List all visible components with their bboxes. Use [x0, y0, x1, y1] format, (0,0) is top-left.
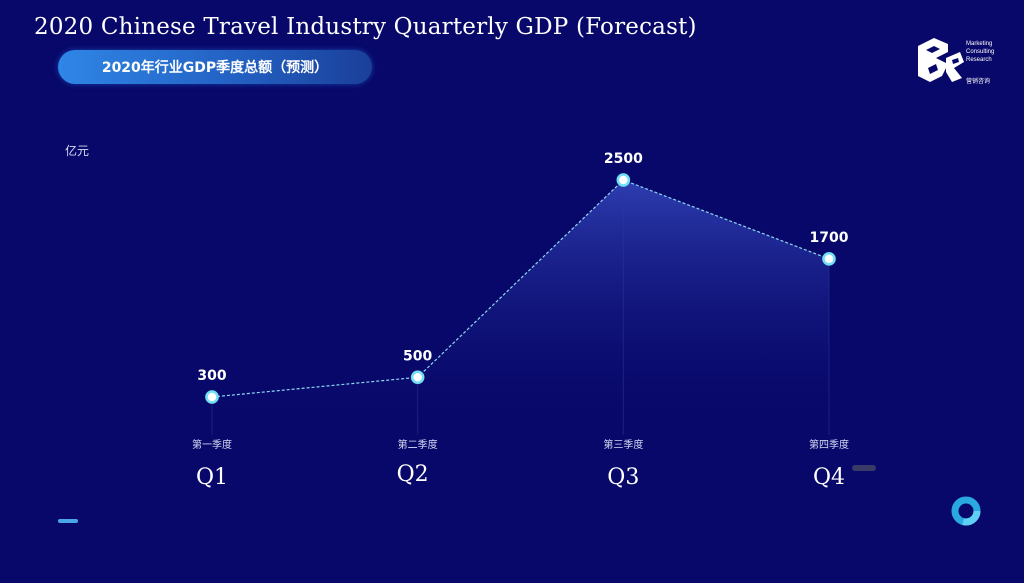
mcr-logo-icon — [918, 38, 964, 82]
data-label-4: 1700 — [810, 230, 849, 246]
decorative-dash — [58, 519, 78, 523]
data-point-4 — [822, 252, 836, 266]
quarter-label-2: Q2 — [397, 462, 429, 487]
data-label-1: 300 — [197, 368, 226, 384]
data-point-1 — [205, 390, 219, 404]
logo-line-3: Research — [966, 57, 992, 63]
x-tick-label-2: 第二季度 — [398, 438, 438, 451]
logo-line-2: Consulting — [966, 49, 995, 55]
subtitle-text: 2020年行业GDP季度总额（预测） — [101, 60, 329, 76]
series-line — [211, 179, 830, 398]
quarter-label-3: Q3 — [607, 465, 639, 490]
x-tick-label-1: 第一季度 — [192, 438, 232, 451]
area-fill — [212, 180, 829, 435]
data-label-2: 500 — [403, 348, 432, 364]
data-label-3: 2500 — [604, 151, 643, 167]
decorative-bar — [852, 465, 876, 471]
quarter-label-4: Q4 — [813, 465, 845, 490]
data-point-2 — [410, 370, 425, 385]
subtitle-badge: 2020年行业GDP季度总额（预测） — [58, 50, 372, 84]
ring-icon — [951, 496, 981, 526]
chart-title: 2020 Chinese Travel Industry Quarterly G… — [34, 14, 697, 40]
x-tick-label-3: 第三季度 — [603, 438, 643, 451]
quarter-label-1: Q1 — [196, 465, 228, 490]
logo-wordmark: Marketing Consulting Research 营销咨询 — [966, 40, 994, 86]
data-point-3 — [616, 173, 631, 187]
y-axis-unit-label: 亿元 — [65, 143, 89, 158]
brand-logo: Marketing Consulting Research 营销咨询 — [912, 32, 1012, 94]
plot-area: 300 第一季度 Q1 500 第二季度 Q2 2500 第三季度 Q3 1700 第四季度 Q4 — [192, 151, 849, 490]
x-tick-label-4: 第四季度 — [809, 438, 849, 451]
logo-line-1: Marketing — [966, 41, 993, 47]
logo-tag: 营销咨询 — [966, 79, 991, 85]
